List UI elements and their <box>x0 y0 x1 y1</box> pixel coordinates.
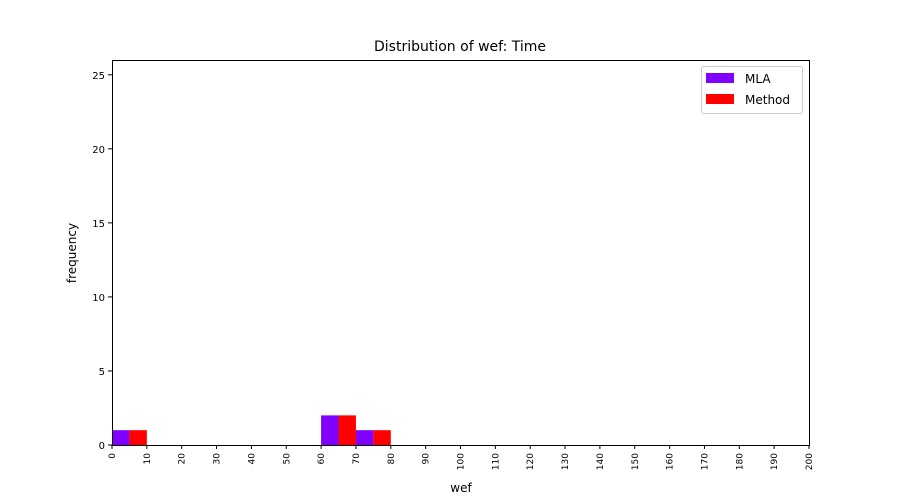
y-tick-label: 15 <box>92 219 105 230</box>
x-tick-label: 110 <box>491 453 501 470</box>
x-tick-label: 40 <box>247 453 257 465</box>
bar-method-70 <box>373 430 391 445</box>
y-axis-label: frequency <box>65 223 79 283</box>
bar-method-0 <box>129 430 147 445</box>
x-tick-label: 160 <box>666 453 676 470</box>
x-tick-label: 90 <box>422 453 432 465</box>
bar-mla-70 <box>355 430 374 445</box>
x-tick-label: 80 <box>387 453 397 465</box>
legend: MLA Method <box>701 66 803 114</box>
y-tick-label: 10 <box>92 293 105 304</box>
x-tick-label: 20 <box>178 453 188 465</box>
y-tick-label: 25 <box>92 71 105 82</box>
x-tick-label: 150 <box>631 453 641 470</box>
legend-swatch-method <box>706 94 734 104</box>
bars <box>112 415 391 445</box>
x-tick-label: 170 <box>700 453 710 470</box>
y-tick-label: 5 <box>99 367 105 378</box>
bar-method-60 <box>338 415 356 445</box>
x-tick-label: 120 <box>526 453 536 470</box>
x-tick-label: 180 <box>735 453 745 470</box>
x-tick-label: 140 <box>596 453 606 470</box>
bar-mla-60 <box>321 415 339 445</box>
bar-mla-0 <box>112 430 130 445</box>
x-tick-label: 200 <box>805 453 815 470</box>
x-tick-label: 60 <box>317 453 327 465</box>
x-axis-ticks: 0 10 20 30 40 50 60 70 80 90 100 110 120 130 140 150 160… <box>108 445 815 470</box>
chart-title: Distribution of wef: Time <box>374 39 546 55</box>
legend-swatch-mla <box>706 73 734 83</box>
x-tick-label: 10 <box>143 453 153 465</box>
y-tick-label: 0 <box>99 441 105 452</box>
y-axis-ticks: 0 5 10 15 20 25 <box>92 71 112 452</box>
y-tick-label: 20 <box>92 145 105 156</box>
x-axis-label: wef <box>450 481 472 495</box>
x-tick-label: 30 <box>213 453 223 465</box>
x-tick-label: 50 <box>282 453 292 465</box>
x-tick-label: 190 <box>770 453 780 470</box>
legend-label-mla: MLA <box>745 72 771 86</box>
x-tick-label: 130 <box>561 453 571 470</box>
x-tick-label: 100 <box>457 453 467 470</box>
legend-label-method: Method <box>745 93 790 107</box>
plot-frame <box>112 60 810 446</box>
x-tick-label: 0 <box>108 453 118 459</box>
x-tick-label: 70 <box>352 453 362 465</box>
